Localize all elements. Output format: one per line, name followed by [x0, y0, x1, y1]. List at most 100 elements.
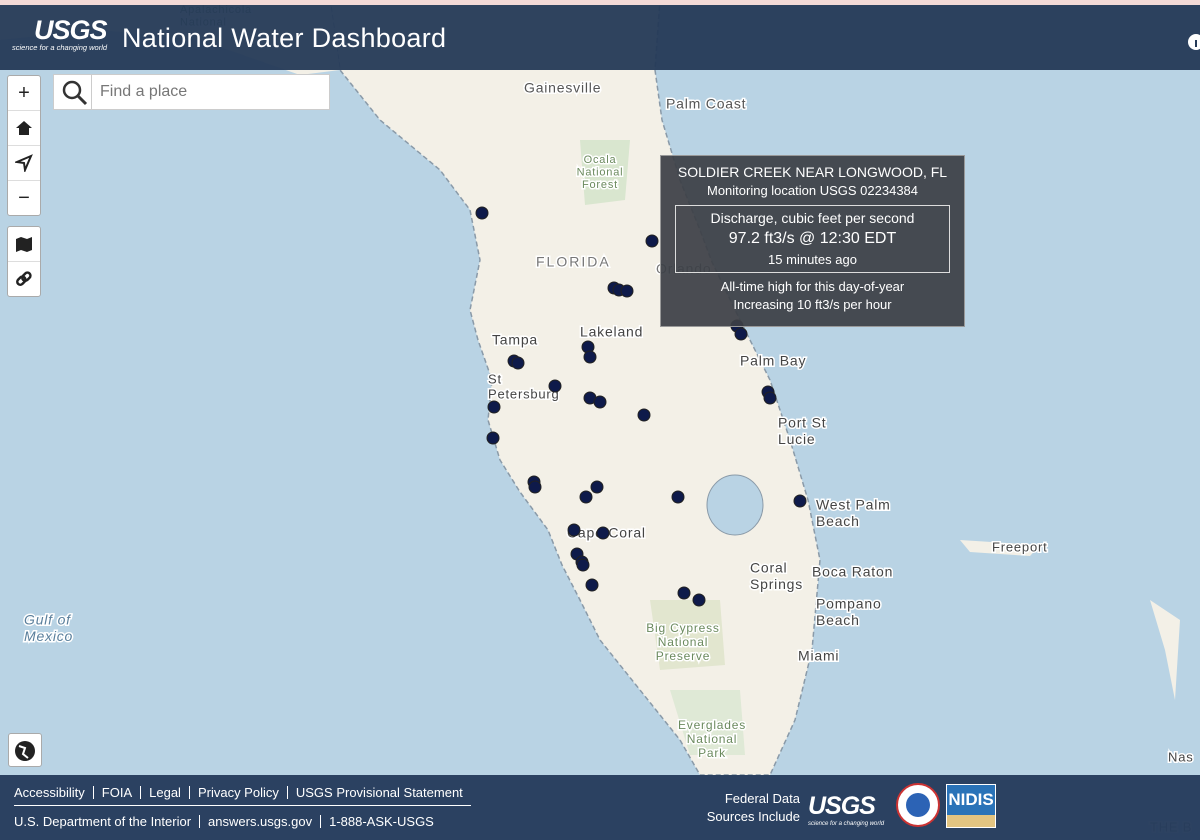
map-label: Nas — [1168, 749, 1194, 764]
site-marker — [677, 586, 691, 600]
zoom-out[interactable]: − — [18, 186, 30, 209]
map-label: Preserve — [656, 649, 710, 663]
site-marker — [585, 578, 599, 592]
island — [1150, 600, 1180, 700]
search-box[interactable]: Find a place — [53, 74, 330, 110]
search-icon — [62, 80, 88, 106]
link-icon — [16, 271, 32, 286]
site-marker — [620, 284, 634, 298]
map-label: Beach — [816, 513, 860, 529]
map-label: Petersburg — [488, 386, 560, 401]
map-label: Everglades — [678, 718, 746, 732]
globe-button[interactable] — [8, 733, 42, 767]
site-name: SOLDIER CREEK NEAR LONGWOOD, FL — [677, 164, 948, 180]
footer-link[interactable]: 1-888-ASK-USGS — [320, 815, 442, 828]
map-label: FLORIDA — [536, 254, 611, 270]
site-marker — [567, 523, 581, 537]
site-marker — [576, 558, 590, 572]
map-label: National — [577, 167, 624, 179]
map-label: Gulf of — [24, 612, 72, 628]
map-label: Lucie — [778, 431, 815, 447]
reading-age: 15 minutes ago — [768, 252, 857, 267]
locate-icon — [15, 154, 33, 172]
usgs-footer-logo[interactable]: USGS science for a changing world — [808, 792, 884, 827]
preserve — [650, 600, 725, 670]
note: All-time high for this day-of-year — [720, 279, 905, 294]
map-label: Ocala — [584, 154, 617, 166]
sources-line: Sources Include — [706, 809, 800, 824]
sources-label: Federal Data Sources Include — [700, 790, 800, 826]
nidis-logo[interactable]: NIDIS — [946, 784, 996, 828]
footer-link[interactable]: U.S. Department of the Interior — [14, 814, 192, 829]
app-title: National Water Dashboard — [122, 23, 447, 53]
map-label: Park — [698, 746, 726, 760]
site-marker — [583, 350, 597, 364]
site-marker — [734, 327, 748, 341]
site-marker — [671, 490, 685, 504]
note: Increasing 10 ft3/s per hour — [733, 297, 892, 312]
footer-link[interactable]: Accessibility — [14, 785, 85, 800]
site-marker — [645, 234, 659, 248]
home-icon — [16, 121, 32, 135]
map-label: St — [488, 371, 502, 386]
usgs-logo[interactable]: USGS science for a changing world — [12, 15, 112, 53]
map-label: Pompano — [816, 596, 882, 612]
site-marker — [593, 395, 607, 409]
map-label: Springs — [750, 576, 803, 592]
sources-line: Federal Data — [724, 791, 800, 806]
site-marker — [475, 206, 489, 220]
site-marker — [637, 408, 651, 422]
site-marker — [793, 494, 807, 508]
map-label: National — [687, 732, 737, 746]
site-marker — [511, 356, 525, 370]
site-id: Monitoring location USGS 02234384 — [706, 183, 919, 198]
home-button[interactable] — [8, 111, 40, 146]
footer-link[interactable]: Legal — [140, 786, 189, 799]
site-marker — [763, 391, 777, 405]
map-label: Gainesville — [524, 80, 601, 96]
footer-links: Accessibility FOIA Legal Privacy Policy USGS… — [14, 786, 471, 806]
map-label: Coral — [750, 560, 787, 576]
map-label: Lakeland — [580, 324, 643, 340]
map-label: Boca Raton — [812, 564, 893, 580]
nws-logo[interactable] — [896, 783, 940, 827]
header: USGS science for a changing world Nation… — [0, 5, 1200, 70]
map-label: West Palm — [816, 497, 891, 513]
map-label: Big Cypress — [646, 621, 720, 635]
map-label: Tampa — [492, 332, 538, 348]
footer-link[interactable]: answers.usgs.gov — [199, 815, 320, 828]
logo-tagline: science for a changing world — [12, 43, 108, 52]
map-label: Port St — [778, 415, 826, 431]
footer-contacts: U.S. Department of the Interior answers.u… — [14, 815, 442, 828]
site-marker — [486, 431, 500, 445]
footer-link[interactable]: Privacy Policy — [188, 786, 287, 799]
site-marker — [548, 379, 562, 393]
globe-icon — [15, 741, 35, 761]
map-label: Forest — [582, 179, 618, 191]
logo-text: USGS — [808, 792, 876, 820]
site-marker — [579, 490, 593, 504]
map-label: Palm Coast — [666, 96, 746, 112]
logo-text: USGS — [34, 15, 108, 45]
park — [670, 690, 745, 755]
lake-okeechobee — [706, 474, 764, 536]
map-icon — [16, 237, 32, 252]
link-button[interactable] — [8, 262, 40, 296]
footer-link[interactable]: FOIA — [92, 786, 140, 799]
zoom-in[interactable]: + — [8, 76, 40, 111]
reading-box: Discharge, cubic feet per second 97.2 ft… — [675, 205, 950, 273]
basemap-button[interactable] — [8, 227, 40, 262]
locate-button[interactable] — [8, 146, 40, 181]
site-marker — [590, 480, 604, 494]
map-tools — [7, 226, 41, 297]
footer-link[interactable]: USGS Provisional Statement — [286, 786, 471, 799]
island — [960, 540, 1040, 556]
footer: Accessibility FOIA Legal Privacy Policy USGS… — [0, 775, 1200, 840]
map-labels: ApalachicolaNationalGainesvillePalm Coas… — [23, 2, 1195, 836]
info-button[interactable] — [1188, 34, 1200, 50]
map-label: National — [658, 635, 708, 649]
measure: Discharge, cubic feet per second — [710, 210, 915, 226]
site-popup: SOLDIER CREEK NEAR LONGWOOD, FL Monitori… — [660, 155, 965, 327]
